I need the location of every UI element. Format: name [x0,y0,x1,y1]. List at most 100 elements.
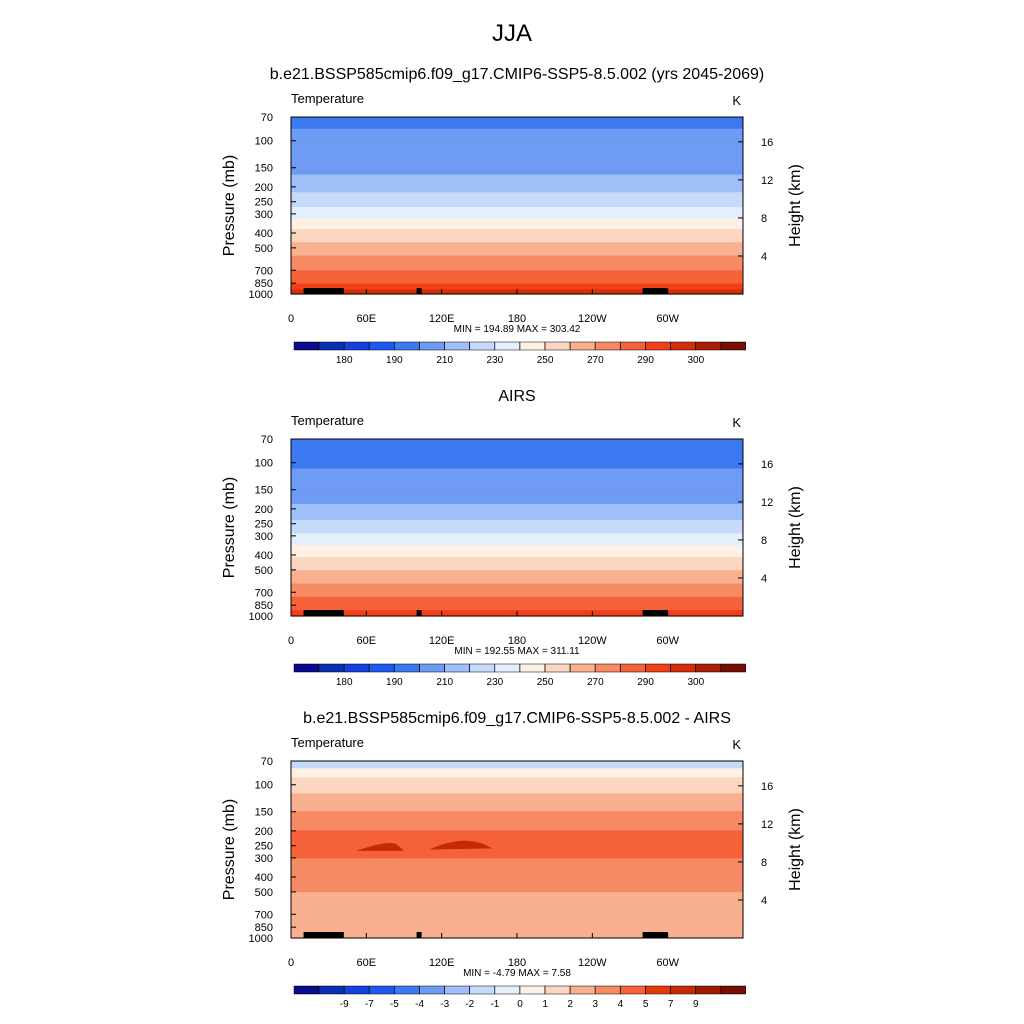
colorbar-label: -2 [465,999,474,1010]
contour-band [291,285,743,288]
colorbar-swatch [670,663,696,673]
contour-band [291,475,743,478]
contour-band [291,125,743,128]
contour-band [291,142,743,145]
contour-band [291,237,743,241]
panel-3: b.e21.BSSP585cmip6.f09_g17.CMIP6-SSP5-8.… [221,710,804,1010]
contour-band [291,562,743,565]
y-tick-label: 250 [255,197,273,209]
contour-band [291,806,743,809]
contour-band [291,861,743,864]
contour-band [291,911,743,914]
contour-band [291,193,743,196]
contour-band [291,483,743,486]
contour-band [291,201,743,204]
y2-tick-label: 4 [761,251,767,263]
contour-band [291,202,743,205]
x-tick-label: 0 [288,957,294,969]
x-tick-label: 60E [357,957,377,969]
contour-band [291,274,743,277]
contour-band [291,896,743,899]
contour-band [291,534,743,537]
contour-band [291,461,743,464]
contour-band [291,122,743,125]
y-tick-label: 150 [255,485,273,497]
contour-band [291,235,743,238]
contour-band [291,774,743,777]
contour-band [291,846,743,849]
contour-band [291,830,743,833]
colorbar-swatch [444,985,470,995]
colorbar-label: -1 [490,999,499,1010]
colorbar-swatch [369,985,395,995]
contour-band [291,565,743,568]
colorbar-swatch [569,663,596,673]
contour-band [291,856,743,859]
contour-band [291,524,743,527]
contour-band [291,205,743,208]
colorbar-swatch [544,985,571,995]
contour-band [291,190,743,193]
contour-band [291,224,743,227]
colorbar-label: 250 [537,677,554,688]
contour-band [291,137,743,140]
x-tick-label: 120W [578,957,607,969]
contour-band [291,834,743,837]
colorbar-swatch [394,985,420,995]
y-tick-label: 70 [261,434,273,446]
contour-band [291,134,743,137]
contour-band [291,496,743,499]
contour-band [291,601,743,604]
colorbar-label: 2 [567,999,573,1010]
page-title: JJA [491,20,532,47]
colorbar-swatch [444,341,470,351]
contour-band [291,567,743,570]
contour-band [291,561,743,564]
colorbar-swatch [569,341,596,351]
contour-band [291,440,743,443]
x-tick-label: 180 [508,957,526,969]
y-tick-label: 150 [255,163,273,175]
contour-band [291,607,743,610]
contour-band [291,907,743,910]
contour-band [291,211,743,214]
contour-band [291,145,743,148]
topography-mask [303,932,344,938]
contour-band [291,877,743,880]
contour-band [291,168,743,171]
panel-left-label: Temperature [291,413,364,428]
contour-band [291,800,743,803]
contour-band [291,495,743,498]
contour-band [291,167,743,170]
contour-band [291,136,743,139]
contour-band [291,893,743,896]
y-tick-label: 250 [255,519,273,531]
contour-band [291,840,743,843]
contour-band [291,799,743,802]
top-layer-band [291,761,743,769]
contour-band [291,478,743,481]
contour-band [291,218,743,221]
contour-band [291,865,743,868]
contour-band [291,171,743,174]
y-axis-label: Pressure (mb) [221,799,238,900]
contour-band [291,279,743,282]
topography-mask [326,288,333,294]
contour-band [291,604,743,607]
y2-tick-label: 8 [761,213,767,225]
contour-band [291,809,743,812]
contour-band [291,277,743,280]
contour-field [291,761,743,939]
contour-band [291,242,743,245]
y2-tick-label: 16 [761,137,773,149]
colorbar-label: 210 [436,355,453,366]
contour-band [291,484,743,487]
contour-band [291,487,743,490]
contour-band [291,153,743,156]
contour-band [291,127,743,130]
contour-band [291,509,743,512]
contour-band [291,162,743,165]
contour-band [291,849,743,852]
colorbar-label: 9 [693,999,699,1010]
contour-band [291,155,743,158]
